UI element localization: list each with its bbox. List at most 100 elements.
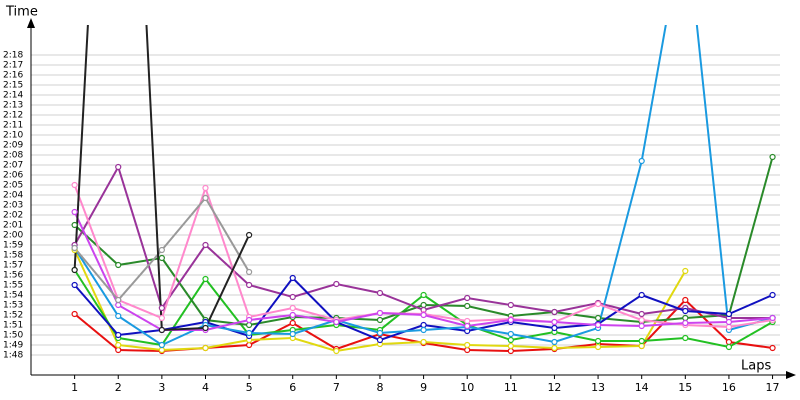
data-point bbox=[115, 163, 122, 171]
y-tick-label: 1:59 bbox=[3, 241, 23, 251]
data-point bbox=[725, 323, 733, 331]
data-point bbox=[725, 318, 733, 326]
x-tick-label: 2 bbox=[115, 381, 122, 394]
plot-area bbox=[71, 25, 776, 355]
data-point bbox=[71, 221, 78, 229]
data-point bbox=[594, 314, 602, 322]
y-tick-label: 1:48 bbox=[3, 351, 23, 361]
y-tick-label: 2:00 bbox=[3, 231, 23, 241]
x-tick-label: 17 bbox=[766, 381, 780, 394]
y-tick-label: 1:51 bbox=[3, 321, 23, 331]
x-tick-label: 13 bbox=[591, 381, 605, 394]
data-point bbox=[420, 301, 427, 309]
data-point bbox=[682, 334, 689, 342]
y-tick-label: 2:04 bbox=[3, 191, 23, 201]
data-point bbox=[158, 341, 165, 349]
y-tick-label: 2:14 bbox=[3, 91, 23, 101]
data-point bbox=[246, 321, 253, 329]
y-tick-label: 2:07 bbox=[3, 161, 23, 171]
data-point bbox=[638, 310, 645, 318]
y-tick-label: 2:06 bbox=[3, 171, 23, 181]
y-tick-label: 1:57 bbox=[3, 261, 23, 271]
y-tick-label: 2:03 bbox=[3, 201, 23, 211]
y-tick-label: 1:49 bbox=[3, 341, 23, 351]
data-point bbox=[507, 342, 514, 350]
y-tick-label: 1:54 bbox=[3, 291, 23, 301]
y-tick-label: 2:08 bbox=[3, 151, 23, 161]
data-point bbox=[246, 341, 253, 349]
data-point bbox=[202, 344, 209, 352]
data-point bbox=[376, 309, 384, 317]
data-point bbox=[333, 347, 340, 355]
x-tick-label: 9 bbox=[420, 381, 427, 394]
data-point bbox=[376, 336, 384, 344]
data-point bbox=[115, 312, 122, 320]
data-point bbox=[71, 266, 78, 274]
data-point bbox=[71, 208, 78, 216]
y-tick-label: 2:12 bbox=[3, 111, 23, 121]
y-tick-label: 2:10 bbox=[3, 131, 23, 141]
x-tick-label: 3 bbox=[158, 381, 165, 394]
data-point bbox=[115, 341, 122, 349]
data-point bbox=[682, 319, 689, 327]
data-point bbox=[333, 280, 340, 288]
y-tick-label: 2:01 bbox=[3, 221, 23, 231]
x-tick-label: 12 bbox=[547, 381, 561, 394]
y-tick-label: 2:15 bbox=[3, 81, 23, 91]
data-point bbox=[420, 311, 427, 319]
data-point bbox=[464, 294, 471, 302]
data-point bbox=[289, 304, 296, 312]
data-point bbox=[202, 324, 209, 332]
data-point bbox=[202, 184, 209, 192]
data-point bbox=[158, 326, 165, 334]
data-point bbox=[158, 304, 165, 312]
data-point bbox=[551, 318, 558, 326]
data-point bbox=[289, 293, 296, 301]
data-point bbox=[769, 291, 776, 299]
data-point bbox=[507, 330, 514, 338]
x-tick-label: 5 bbox=[246, 381, 253, 394]
y-tick-label: 1:58 bbox=[3, 251, 23, 261]
data-point bbox=[551, 338, 558, 346]
data-point bbox=[202, 241, 209, 249]
data-point bbox=[246, 231, 253, 239]
grid bbox=[31, 54, 780, 356]
x-tick-label: 4 bbox=[202, 381, 209, 394]
x-arrow bbox=[786, 371, 796, 379]
data-point bbox=[682, 307, 689, 315]
data-point bbox=[638, 316, 645, 324]
data-point bbox=[289, 330, 296, 338]
x-tick-label: 14 bbox=[635, 381, 649, 394]
data-point bbox=[551, 308, 558, 316]
data-point bbox=[71, 281, 78, 289]
x-tick-label: 16 bbox=[722, 381, 736, 394]
x-tick-label: 6 bbox=[289, 381, 296, 394]
data-point bbox=[682, 296, 689, 304]
data-point bbox=[158, 246, 165, 254]
data-point bbox=[769, 314, 776, 322]
data-point bbox=[594, 321, 602, 329]
data-point bbox=[115, 331, 122, 339]
data-point bbox=[115, 261, 122, 269]
x-tick-label: 7 bbox=[333, 381, 340, 394]
data-point bbox=[638, 291, 645, 299]
data-point bbox=[725, 310, 733, 318]
data-point bbox=[71, 244, 78, 252]
data-point bbox=[507, 316, 514, 324]
data-point bbox=[158, 314, 165, 322]
data-point bbox=[769, 344, 776, 352]
data-point bbox=[71, 181, 78, 189]
data-point bbox=[507, 301, 514, 309]
x-tick-label: 15 bbox=[678, 381, 692, 394]
y-tick-label: 2:11 bbox=[3, 121, 23, 131]
x-tick-label: 1 bbox=[71, 381, 78, 394]
y-tick-label: 1:50 bbox=[3, 331, 23, 341]
data-point bbox=[464, 346, 471, 354]
data-point bbox=[289, 274, 296, 282]
data-point bbox=[420, 326, 427, 334]
y-tick-label: 1:55 bbox=[3, 281, 23, 291]
data-point bbox=[551, 324, 558, 332]
y-tick-label: 2:18 bbox=[3, 51, 23, 61]
data-point bbox=[769, 153, 776, 161]
